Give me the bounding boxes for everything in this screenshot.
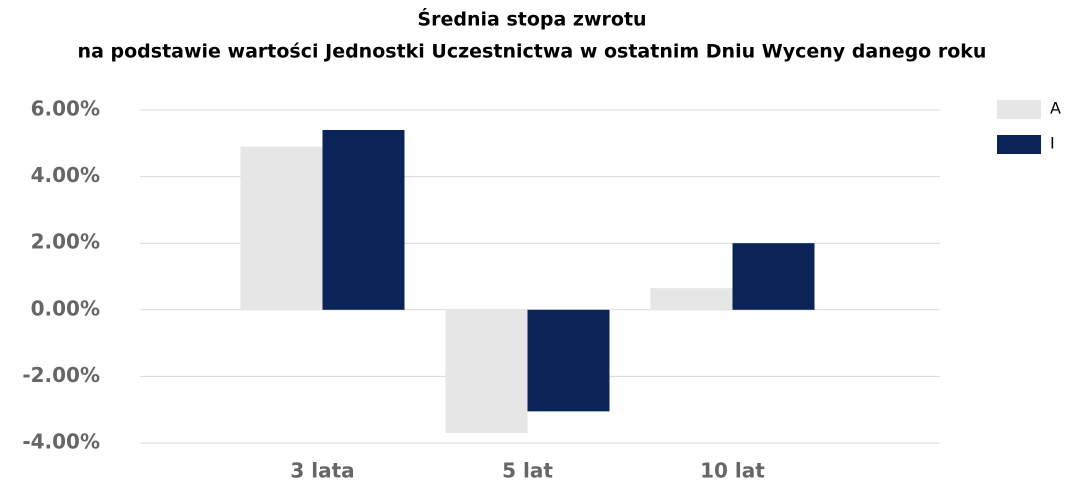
legend-swatch	[997, 100, 1041, 119]
x-tick-label: 5 lat	[502, 459, 553, 483]
legend-swatch	[997, 135, 1041, 154]
bar	[732, 243, 815, 310]
bar	[527, 309, 610, 412]
y-tick-label: 0.00%	[31, 296, 100, 320]
bar	[240, 146, 323, 310]
y-tick-label: -2.00%	[22, 363, 100, 387]
bar	[445, 309, 528, 434]
y-tick-label: 4.00%	[31, 163, 100, 187]
x-tick-label: 3 lata	[290, 459, 354, 483]
y-tick-label: 2.00%	[31, 230, 100, 254]
x-tick-label: 10 lat	[700, 459, 765, 483]
chart-subtitle: na podstawie wartości Jednostki Uczestni…	[78, 41, 987, 63]
legend-label: A	[1050, 99, 1061, 118]
bar	[322, 129, 405, 310]
bar	[650, 288, 733, 310]
legend-label: I	[1050, 134, 1055, 153]
chart-title: Średnia stopa zwrotu	[417, 7, 646, 31]
y-tick-label: 6.00%	[31, 97, 100, 121]
y-tick-label: -4.00%	[22, 430, 100, 454]
